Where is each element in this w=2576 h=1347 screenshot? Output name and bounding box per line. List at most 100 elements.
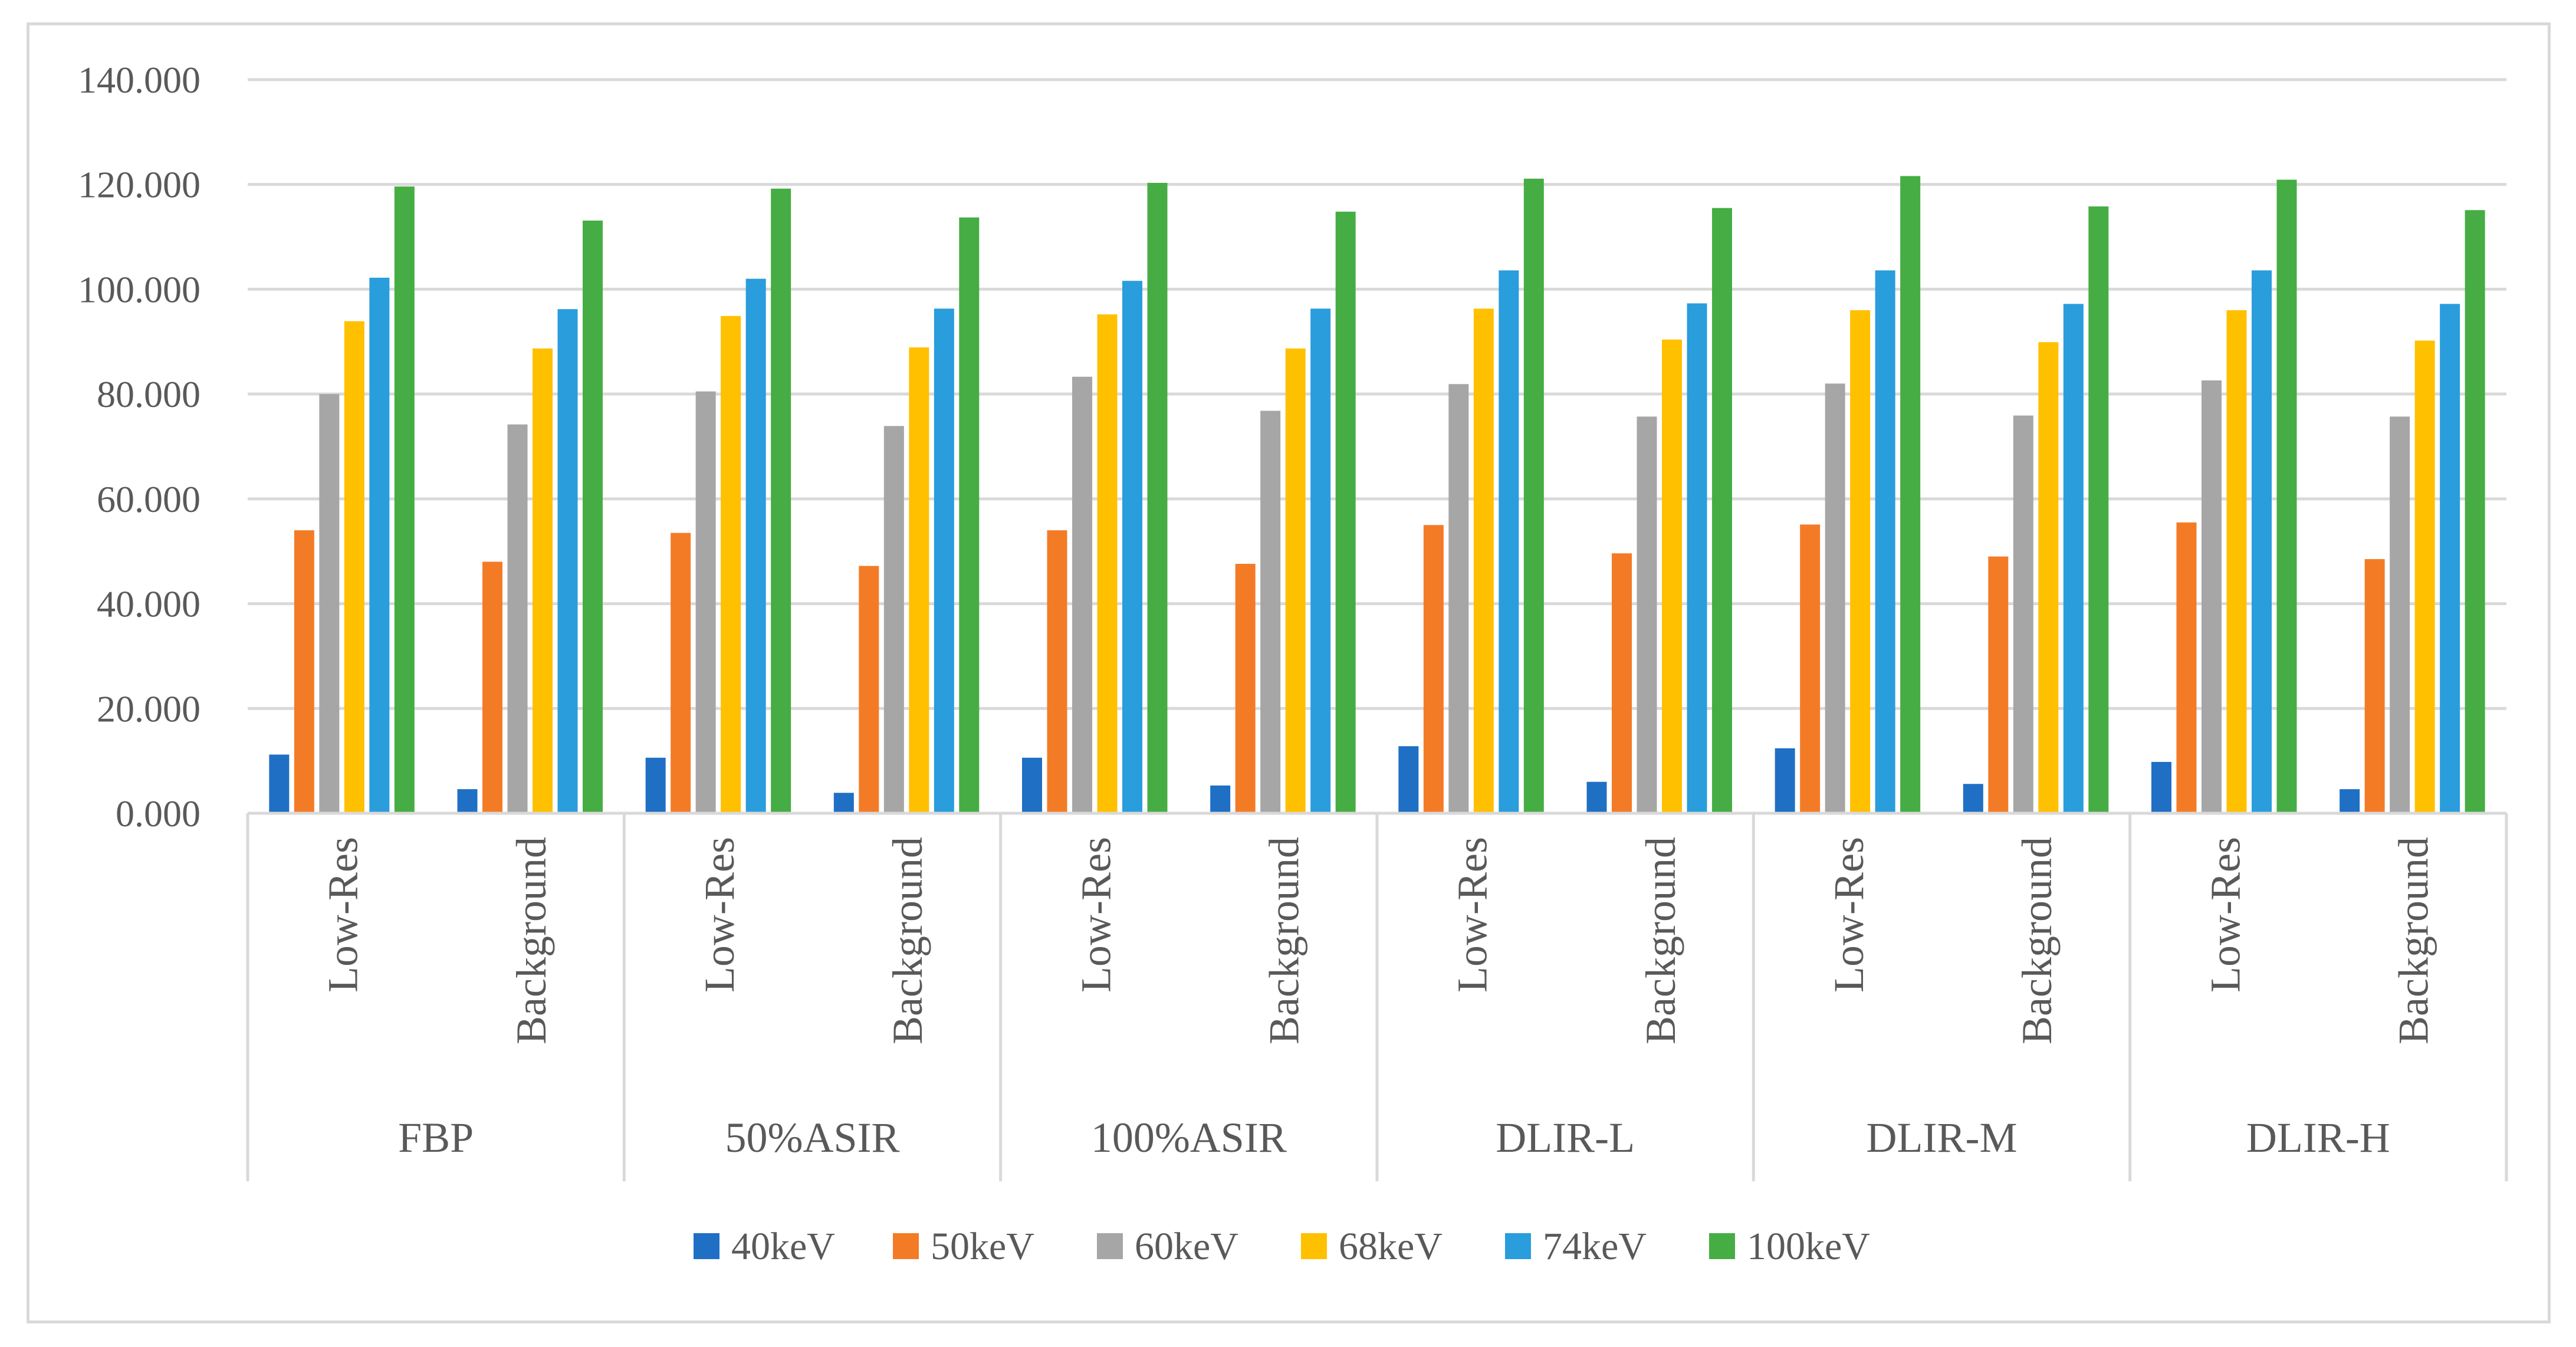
bar-74keV-DLIR-L-Low-Res [1499, 270, 1519, 813]
y-tick-label: 120.000 [78, 164, 201, 206]
bar-60keV-FBP-Background [507, 424, 528, 813]
bar-50keV-FBP-Background [482, 561, 502, 813]
category-label: Background [2013, 837, 2061, 1044]
bar-68keV-DLIR-L-Low-Res [1473, 308, 1494, 813]
y-tick-label: 60.000 [97, 478, 201, 520]
bar-60keV-DLIR-L-Background [1637, 416, 1657, 813]
category-label: Low-Res [696, 837, 743, 993]
legend-swatch [1097, 1233, 1123, 1259]
bar-50keV-DLIR-L-Low-Res [1423, 525, 1444, 813]
bar-74keV-DLIR-M-Low-Res [1875, 270, 1895, 813]
bar-50keV-DLIR-M-Background [1988, 556, 2009, 813]
bar-100keV-DLIR-M-Background [2088, 206, 2109, 813]
bar-40keV-DLIR-M-Background [1963, 784, 1983, 813]
bar-74keV-DLIR-H-Low-Res [2252, 270, 2272, 813]
bar-50keV-50-ASIR-Low-Res [671, 533, 691, 813]
legend-label: 50keV [931, 1225, 1034, 1268]
bar-68keV-FBP-Background [533, 348, 553, 813]
bar-74keV-DLIR-M-Background [2063, 304, 2084, 813]
chart-frame: FBP Low-Res Background 50%ASIR Low-Res Backgr… [27, 22, 2551, 1323]
legend-swatch [1301, 1233, 1327, 1259]
category-label: Low-Res [2202, 837, 2249, 993]
bar-60keV-50-ASIR-Background [883, 426, 904, 813]
bar-40keV-100-ASIR-Background [1210, 785, 1231, 813]
legend: 40keV 50keV 60keV 68keV 74keV 100keV [694, 1225, 1870, 1268]
group-label: FBP [398, 1114, 474, 1161]
bar-40keV-50-ASIR-Background [833, 793, 854, 813]
bar-74keV-DLIR-L-Background [1687, 303, 1707, 813]
group-label: 50%ASIR [725, 1114, 899, 1161]
y-axis-ticks: 0.000 20.000 40.000 60.000 80.000 100.000 120.… [78, 59, 201, 835]
bar-50keV-DLIR-H-Low-Res [2176, 522, 2197, 813]
bar-60keV-DLIR-L-Low-Res [1448, 384, 1469, 813]
bar-40keV-FBP-Background [457, 789, 478, 813]
bar-100keV-DLIR-H-Low-Res [2276, 179, 2297, 813]
bar-40keV-DLIR-M-Low-Res [1775, 748, 1795, 813]
legend-label: 68keV [1339, 1225, 1443, 1268]
bar-50keV-DLIR-H-Background [2364, 559, 2385, 813]
bar-68keV-DLIR-H-Low-Res [2226, 310, 2247, 813]
group-label: DLIR-M [1867, 1114, 2018, 1161]
bar-60keV-DLIR-H-Background [2390, 416, 2410, 813]
category-label: Background [1260, 837, 1307, 1044]
bar-50keV-FBP-Low-Res [294, 530, 314, 813]
bar-68keV-50-ASIR-Low-Res [721, 316, 741, 813]
bar-chart: FBP Low-Res Background 50%ASIR Low-Res Backgr… [78, 59, 2508, 1268]
category-label: Low-Res [1825, 837, 1872, 993]
bar-50keV-DLIR-L-Background [1612, 553, 1632, 813]
category-label: Background [508, 837, 555, 1044]
bar-60keV-100-ASIR-Background [1260, 410, 1281, 813]
bar-40keV-DLIR-L-Low-Res [1398, 746, 1419, 813]
bar-74keV-50-ASIR-Low-Res [745, 278, 766, 814]
bar-74keV-FBP-Low-Res [369, 277, 390, 813]
y-tick-label: 40.000 [97, 583, 201, 625]
bar-68keV-100-ASIR-Low-Res [1097, 314, 1118, 813]
group-label: DLIR-H [2246, 1114, 2390, 1161]
bar-74keV-50-ASIR-Background [934, 308, 954, 813]
bar-50keV-50-ASIR-Background [859, 566, 879, 813]
bar-60keV-FBP-Low-Res [319, 394, 340, 813]
legend-label: 60keV [1135, 1225, 1238, 1268]
bar-68keV-50-ASIR-Background [909, 347, 929, 813]
y-tick-label: 140.000 [78, 59, 201, 101]
bar-100keV-FBP-Low-Res [394, 186, 415, 814]
y-tick-label: 0.000 [116, 793, 201, 835]
bar-68keV-DLIR-M-Low-Res [1850, 310, 1871, 813]
bars [269, 176, 2485, 814]
bar-40keV-DLIR-L-Background [1586, 781, 1607, 813]
bar-40keV-50-ASIR-Low-Res [645, 757, 666, 813]
bar-60keV-100-ASIR-Low-Res [1072, 376, 1092, 813]
bar-100keV-100-ASIR-Low-Res [1147, 183, 1168, 813]
legend-label: 40keV [731, 1225, 835, 1268]
category-label: Background [884, 837, 931, 1044]
gridlines [248, 78, 2506, 710]
legend-label: 74keV [1543, 1225, 1647, 1268]
bar-40keV-DLIR-H-Background [2340, 789, 2360, 813]
bar-68keV-DLIR-L-Background [1662, 339, 1682, 813]
legend-swatch [1505, 1233, 1531, 1259]
bar-40keV-FBP-Low-Res [269, 754, 290, 813]
bar-40keV-100-ASIR-Low-Res [1022, 757, 1042, 813]
group-label: 100%ASIR [1091, 1114, 1287, 1161]
category-label: Background [2390, 837, 2437, 1044]
bar-68keV-FBP-Low-Res [344, 321, 364, 813]
y-tick-label: 80.000 [97, 373, 201, 415]
bar-74keV-100-ASIR-Background [1310, 308, 1331, 813]
bar-68keV-100-ASIR-Background [1285, 348, 1306, 813]
bar-100keV-50-ASIR-Low-Res [771, 188, 791, 813]
bar-100keV-50-ASIR-Background [959, 217, 980, 813]
bar-74keV-DLIR-H-Background [2440, 304, 2460, 813]
bar-100keV-DLIR-M-Low-Res [1900, 176, 1921, 814]
bar-100keV-DLIR-H-Background [2465, 210, 2485, 813]
bar-60keV-50-ASIR-Low-Res [695, 391, 716, 813]
category-axis: FBP Low-Res Background 50%ASIR Low-Res Backgr… [246, 812, 2508, 1181]
category-label: Low-Res [1072, 837, 1119, 993]
bar-74keV-FBP-Background [557, 309, 578, 813]
bar-50keV-100-ASIR-Low-Res [1047, 530, 1067, 813]
legend-swatch [694, 1233, 719, 1259]
bar-60keV-DLIR-M-Background [2013, 415, 2033, 813]
bar-68keV-DLIR-M-Background [2038, 342, 2059, 813]
bar-100keV-100-ASIR-Background [1335, 211, 1356, 813]
y-tick-label: 100.000 [78, 268, 201, 310]
y-tick-label: 20.000 [97, 688, 201, 730]
